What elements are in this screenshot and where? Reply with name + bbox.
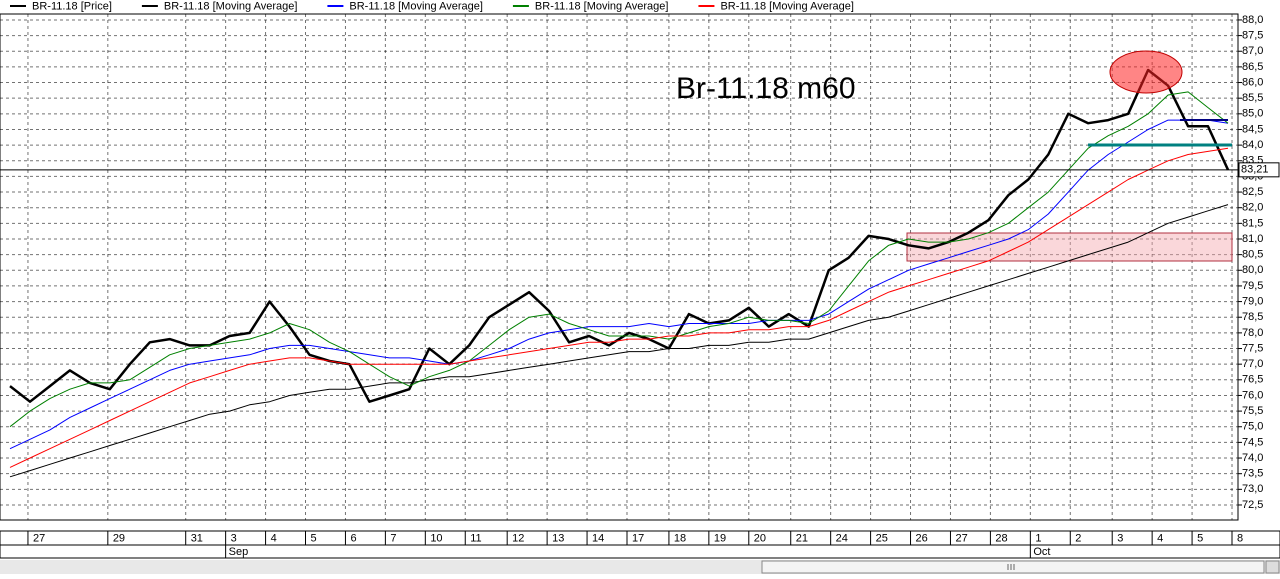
legend-label: BR-11.18 [Moving Average]: [349, 0, 483, 12]
moving-average-line: [9, 91, 1229, 428]
legend-label: BR-11.18 [Moving Average]: [164, 0, 298, 12]
y-tick-label: 72,5: [1242, 499, 1263, 511]
y-tick-label: 78,5: [1242, 311, 1263, 323]
scroll-grip: [1007, 564, 1015, 570]
y-tick-label: 79,5: [1242, 280, 1263, 292]
y-tick-label: 84,0: [1242, 139, 1263, 151]
x-tick-label: 4: [271, 532, 277, 544]
y-tick-label: 86,5: [1242, 61, 1263, 73]
x-tick-label: 14: [592, 532, 604, 544]
x-tick-label: 6: [350, 532, 356, 544]
x-tick-label: 7: [390, 532, 396, 544]
y-tick-label: 75,0: [1242, 421, 1263, 433]
x-tick-label: 28: [995, 532, 1007, 544]
plot-frame: [0, 13, 1239, 521]
y-tick-label: 84,5: [1242, 123, 1263, 135]
legend-label: BR-11.18 [Price]: [32, 0, 112, 12]
legend: BR-11.18 [Price] BR-11.18 [Moving Average…: [10, 0, 854, 12]
y-tick-label: 85,0: [1242, 108, 1263, 120]
x-tick-label: 31: [191, 532, 203, 544]
x-tick-label: 20: [754, 532, 766, 544]
price-line: [9, 68, 1230, 403]
highlight-circle: [1109, 50, 1183, 94]
x-axis: 27 29 31 3 4 5 6 7 10 11 12 13 14 17 18 19 20 21 24 25 26 27 2…: [0, 530, 1280, 559]
moving-average-line: [9, 147, 1229, 468]
x-tick-label: 3: [231, 532, 237, 544]
x-tick-label: 3: [1117, 532, 1123, 544]
x-tick-label: 18: [674, 532, 686, 544]
y-tick-label: 74,0: [1242, 452, 1263, 464]
x-tick-label: 12: [512, 532, 524, 544]
x-tick-label: 11: [470, 532, 481, 544]
moving-average-line: [9, 204, 1229, 478]
scroll-button[interactable]: [1265, 560, 1280, 574]
month-label: Oct: [1033, 546, 1050, 558]
scroll-thumb[interactable]: [761, 560, 1265, 574]
x-tick-label: 24: [836, 532, 848, 544]
y-tick-label: 82,5: [1242, 186, 1263, 198]
x-tick-label: 8: [1237, 532, 1243, 544]
legend-label: BR-11.18 [Moving Average]: [720, 0, 854, 12]
y-tick-label: 82,0: [1242, 202, 1263, 214]
x-tick-label: 29: [113, 532, 125, 544]
y-tick-label: 81,5: [1242, 217, 1263, 229]
x-tick-label: 17: [632, 532, 644, 544]
y-tick-label: 80,5: [1242, 249, 1263, 261]
last-price-label: 83,21: [1241, 164, 1269, 176]
x-tick-label: 1: [1035, 532, 1041, 544]
y-axis: 72,5 73,0 73,5 74,0 74,5 75,0 75,5 76,0 76,5 77,0…: [1238, 14, 1280, 511]
x-tick-label: 19: [714, 532, 726, 544]
y-tick-label: 86,0: [1242, 76, 1263, 88]
y-tick-label: 87,0: [1242, 45, 1263, 57]
y-tick-label: 81,0: [1242, 233, 1263, 245]
y-tick-label: 80,0: [1242, 264, 1263, 276]
x-tick-label: 4: [1157, 532, 1163, 544]
y-tick-label: 76,5: [1242, 374, 1263, 386]
x-tick-label: 27: [955, 532, 967, 544]
grid: [0, 14, 1238, 520]
y-tick-label: 73,0: [1242, 483, 1263, 495]
y-tick-label: 88,0: [1242, 14, 1263, 26]
y-tick-label: 87,5: [1242, 29, 1263, 41]
month-label: Sep: [229, 546, 249, 558]
x-tick-label: 21: [796, 532, 808, 544]
scrollbar[interactable]: [0, 560, 1280, 574]
x-tick-label: 27: [33, 532, 45, 544]
zone-rectangle: [906, 232, 1233, 262]
y-tick-label: 85,5: [1242, 92, 1263, 104]
x-tick-label: 2: [1075, 532, 1081, 544]
y-tick-label: 73,5: [1242, 468, 1263, 480]
y-tick-label: 74,5: [1242, 436, 1263, 448]
y-tick-label: 76,0: [1242, 389, 1263, 401]
y-tick-label: 75,5: [1242, 405, 1263, 417]
month-row: [0, 544, 1280, 559]
series-lines: [0, 68, 1238, 478]
y-tick-label: 78,0: [1242, 327, 1263, 339]
x-tick-label: 5: [1197, 532, 1203, 544]
y-tick-label: 79,0: [1242, 295, 1263, 307]
moving-average-line: [9, 119, 1229, 450]
x-tick-label: 10: [430, 532, 442, 544]
x-tick-label: 13: [552, 532, 564, 544]
y-tick-label: 77,5: [1242, 342, 1263, 354]
y-tick-label: 77,0: [1242, 358, 1263, 370]
x-tick-label: 5: [311, 532, 317, 544]
x-tick-label: 25: [876, 532, 888, 544]
x-tick-label: 26: [916, 532, 928, 544]
annotation: Br-11.18 m60: [676, 72, 856, 105]
last-price-box: [1238, 162, 1280, 178]
legend-label: BR-11.18 [Moving Average]: [535, 0, 669, 12]
